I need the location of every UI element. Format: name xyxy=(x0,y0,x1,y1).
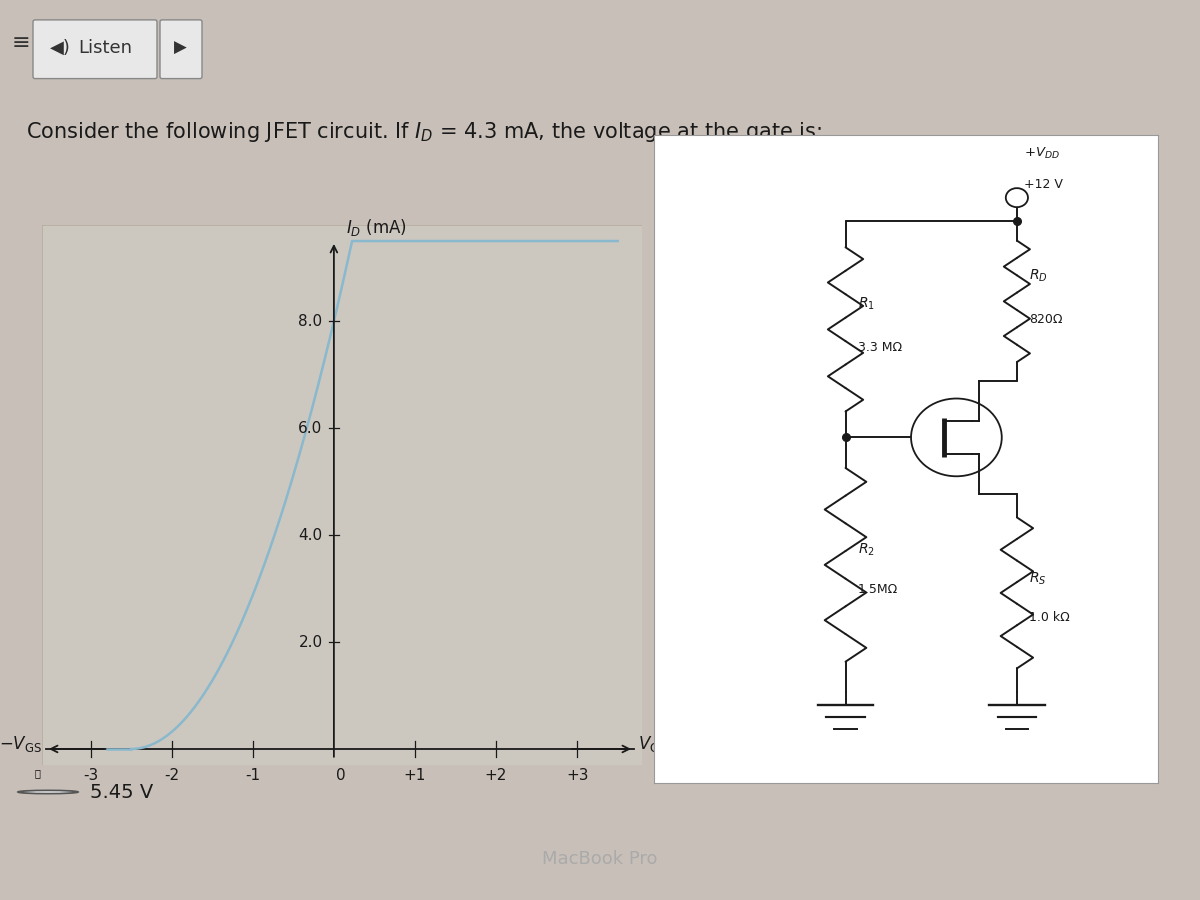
Text: Consider the following JFET circuit. If $I_D$ = 4.3 mA, the voltage at the gate : Consider the following JFET circuit. If … xyxy=(26,120,822,144)
Text: Listen: Listen xyxy=(78,39,132,57)
Circle shape xyxy=(911,399,1002,476)
Text: 2.0: 2.0 xyxy=(299,634,323,650)
Text: 5.45 V: 5.45 V xyxy=(90,782,154,802)
Text: +3: +3 xyxy=(566,768,588,783)
Text: $+V_{DD}$: $+V_{DD}$ xyxy=(1025,146,1061,161)
Text: -1: -1 xyxy=(245,768,260,783)
Circle shape xyxy=(1006,188,1028,207)
Text: $I_D$ (mA): $I_D$ (mA) xyxy=(346,218,407,238)
Text: 820Ω: 820Ω xyxy=(1030,313,1063,326)
Text: $V_{\rm GS}$: $V_{\rm GS}$ xyxy=(638,734,667,753)
Text: 8.0: 8.0 xyxy=(299,314,323,328)
Text: 1.0 kΩ: 1.0 kΩ xyxy=(1030,611,1070,624)
Text: 6.0: 6.0 xyxy=(299,420,323,436)
Text: $R_S$: $R_S$ xyxy=(1030,570,1046,587)
Text: -3: -3 xyxy=(83,768,98,783)
Text: +1: +1 xyxy=(403,768,426,783)
Text: -2: -2 xyxy=(164,768,179,783)
Text: +12 V: +12 V xyxy=(1025,178,1063,191)
Text: 👍: 👍 xyxy=(35,768,40,778)
Text: 4.0: 4.0 xyxy=(299,527,323,543)
FancyBboxPatch shape xyxy=(34,20,157,78)
Text: MacBook Pro: MacBook Pro xyxy=(542,850,658,868)
Text: 3.3 MΩ: 3.3 MΩ xyxy=(858,341,902,354)
Text: $R_2$: $R_2$ xyxy=(858,542,875,558)
Text: ≡: ≡ xyxy=(12,32,31,53)
Text: 1.5MΩ: 1.5MΩ xyxy=(858,583,899,596)
Text: +2: +2 xyxy=(485,768,508,783)
Text: $-V_{\rm GS}$: $-V_{\rm GS}$ xyxy=(0,734,42,753)
Text: $R_1$: $R_1$ xyxy=(858,296,875,312)
Text: ◀): ◀) xyxy=(50,39,71,57)
Circle shape xyxy=(18,790,78,794)
Text: $R_D$: $R_D$ xyxy=(1030,267,1048,284)
FancyBboxPatch shape xyxy=(160,20,202,78)
Text: ▶: ▶ xyxy=(174,39,186,57)
Text: 0: 0 xyxy=(336,768,346,783)
